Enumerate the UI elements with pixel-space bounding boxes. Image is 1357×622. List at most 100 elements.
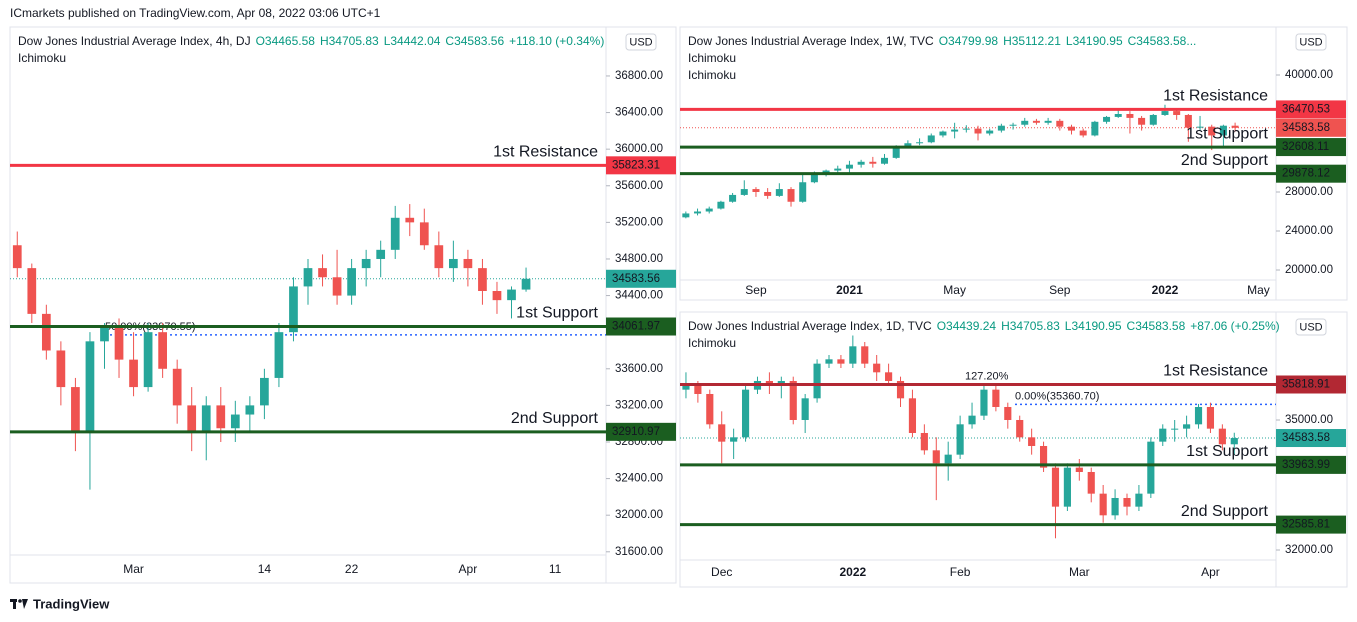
legend-value: O34799.98 bbox=[939, 34, 999, 48]
legend-value: +118.10 (+0.34%) bbox=[509, 34, 604, 48]
candle-body bbox=[100, 327, 109, 342]
candle-body bbox=[992, 389, 1000, 407]
candle-body bbox=[741, 389, 750, 438]
candle-body bbox=[289, 286, 298, 333]
last-price-box bbox=[606, 269, 676, 288]
candle-body bbox=[1123, 497, 1131, 507]
level-price-box bbox=[1276, 138, 1346, 157]
candle-body bbox=[419, 222, 429, 246]
legend-value: H34705.83 bbox=[1001, 319, 1060, 333]
y-tick-label: 40000.00 bbox=[1285, 69, 1333, 81]
currency-label: USD bbox=[1299, 36, 1322, 48]
logo-dot bbox=[18, 599, 22, 603]
chart-legend: Dow Jones Industrial Average Index, 1D, … bbox=[688, 319, 1280, 333]
candle-body bbox=[694, 385, 702, 394]
candle-body bbox=[822, 170, 830, 174]
candle-body bbox=[752, 189, 760, 192]
chart-panel: 20000.00 24000.00 28000.00 40000.00 Sep 2021 M… bbox=[679, 26, 1348, 301]
level-price-box bbox=[1276, 375, 1346, 394]
chart-legend: Dow Jones Industrial Average Index, 1W, … bbox=[688, 34, 1196, 48]
candle-body bbox=[1063, 467, 1071, 507]
candle-body bbox=[361, 258, 371, 269]
level-price-label: 32585.81 bbox=[1282, 519, 1330, 531]
candle-body bbox=[1111, 497, 1119, 516]
level-price-label: 34061.97 bbox=[612, 321, 660, 333]
candle-body bbox=[932, 450, 940, 464]
x-tick-label: Sep bbox=[1049, 283, 1071, 297]
candle-body bbox=[463, 258, 473, 269]
candle-body bbox=[764, 191, 772, 196]
candle-body bbox=[41, 313, 51, 351]
x-tick-label: 2021 bbox=[836, 283, 863, 297]
candle-body bbox=[1009, 124, 1017, 126]
legend-value: C34583.58 bbox=[1127, 319, 1186, 333]
candle-body bbox=[449, 258, 458, 269]
candle-body bbox=[390, 217, 400, 250]
level-name: 1st Resistance bbox=[493, 144, 598, 161]
candle-body bbox=[718, 424, 726, 442]
candle-body bbox=[682, 213, 690, 218]
chart-panel: 31600.0032000.0032400.0032800.0033200.00… bbox=[9, 26, 677, 584]
candle-body bbox=[1147, 441, 1155, 494]
candle-body bbox=[1091, 121, 1099, 136]
x-tick-label: Dec bbox=[711, 565, 732, 579]
publisher-header: ICmarkets published on TradingView.com, … bbox=[10, 6, 381, 20]
y-tick-label: 32000.00 bbox=[1285, 544, 1333, 556]
level-price-box bbox=[1276, 100, 1346, 119]
level-price-label: 32910.97 bbox=[612, 426, 660, 438]
candle-body bbox=[997, 125, 1005, 131]
level-price-box bbox=[606, 422, 676, 441]
candle-body bbox=[332, 277, 342, 296]
logo-stem bbox=[13, 599, 16, 609]
candle-body bbox=[1126, 113, 1134, 118]
candle-body bbox=[986, 130, 994, 134]
legend-value: L34190.95 bbox=[1066, 34, 1123, 48]
candle-body bbox=[1051, 467, 1060, 507]
candle-body bbox=[405, 217, 415, 223]
currency-badge bbox=[1295, 318, 1327, 336]
candle-body bbox=[318, 268, 327, 278]
candle-body bbox=[1173, 111, 1181, 115]
level-name: 1st Support bbox=[516, 305, 598, 322]
candle-body bbox=[944, 454, 952, 464]
candle-body bbox=[1044, 120, 1052, 123]
candle-body bbox=[920, 432, 928, 451]
candle-body bbox=[1208, 126, 1216, 136]
candle-body bbox=[837, 359, 845, 364]
candle-body bbox=[1183, 424, 1191, 429]
candle-body bbox=[1079, 130, 1087, 136]
candle-body bbox=[492, 291, 502, 301]
last-price-label: 34583.56 bbox=[612, 273, 660, 285]
y-tick-label: 33600.00 bbox=[615, 363, 663, 375]
candle-body bbox=[789, 380, 797, 420]
level-price-label: 35818.91 bbox=[1282, 379, 1330, 391]
level-name: 1st Support bbox=[1186, 443, 1268, 460]
candle-body bbox=[1004, 406, 1012, 420]
y-tick-label: 36800.00 bbox=[615, 70, 663, 82]
indicator-name: Ichimoku bbox=[688, 336, 736, 350]
chart-legend: Dow Jones Industrial Average Index, 4h, … bbox=[18, 34, 604, 48]
candle-body bbox=[845, 164, 853, 169]
candle-body bbox=[274, 332, 284, 378]
level-name: 2nd Support bbox=[1181, 152, 1269, 169]
level-name: 1st Support bbox=[1186, 125, 1268, 142]
candle-body bbox=[1194, 406, 1203, 425]
level-price-box bbox=[606, 156, 676, 175]
currency-label: USD bbox=[1299, 321, 1322, 333]
y-tick-label: 36400.00 bbox=[615, 107, 663, 119]
candle-body bbox=[775, 189, 783, 196]
tradingview-logo bbox=[10, 599, 28, 609]
candle-body bbox=[825, 359, 833, 364]
legend-value: +87.06 (+0.25%) bbox=[1190, 319, 1279, 333]
level-name: 2nd Support bbox=[511, 410, 599, 427]
x-tick-label: May bbox=[943, 283, 966, 297]
last-price-label: 34583.58 bbox=[1282, 122, 1330, 134]
candle-body bbox=[216, 405, 226, 429]
candle-body bbox=[1161, 111, 1169, 115]
last-price-box bbox=[1276, 429, 1346, 448]
y-tick-label: 34400.00 bbox=[615, 290, 663, 302]
legend-value: O34439.24 bbox=[937, 319, 997, 333]
candle-body bbox=[1149, 114, 1157, 125]
candle-body bbox=[1087, 471, 1095, 494]
indicator-name: Ichimoku bbox=[688, 68, 736, 82]
